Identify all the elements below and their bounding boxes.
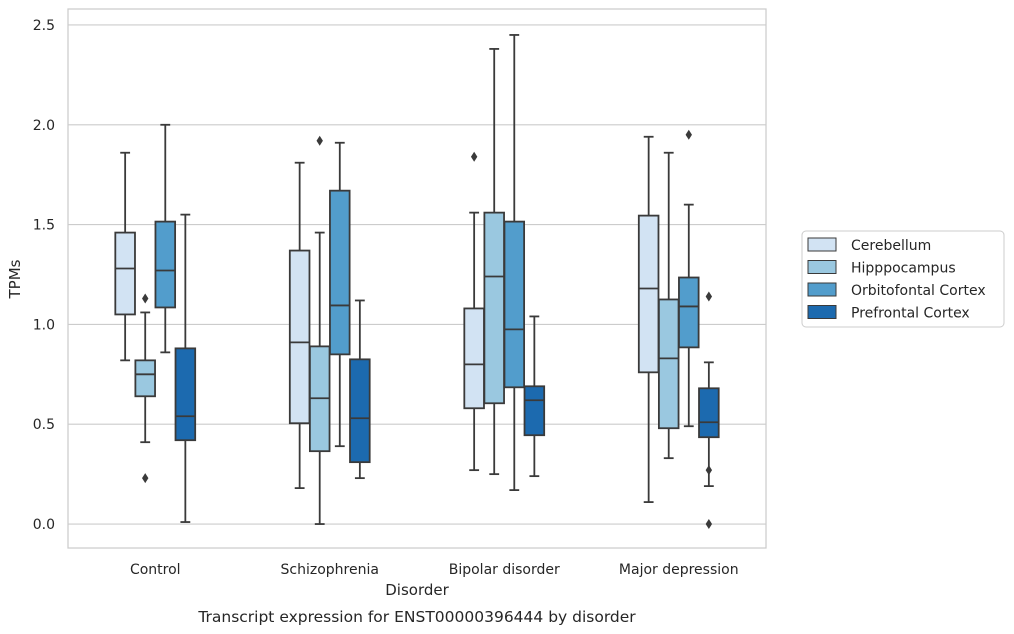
box-prefrontal-cortex (174, 213, 197, 523)
legend-label: Cerebellum (851, 238, 931, 254)
box-orbitofontal-cortex (503, 34, 526, 492)
y-tick-label: 0.5 (33, 417, 55, 433)
outlier-marker (316, 135, 323, 146)
box-orbitofontal-cortex (329, 141, 351, 448)
box-iqr (329, 189, 351, 356)
box-iqr (134, 359, 156, 398)
boxes-layer (114, 34, 720, 530)
box-hipppocampus (308, 135, 331, 525)
x-tick-label: Bipolar disorder (449, 562, 560, 578)
y-tick-label: 1.5 (33, 218, 55, 234)
legend-swatch (807, 305, 837, 319)
outlier-marker (142, 293, 149, 304)
box-hipppocampus (483, 48, 505, 476)
box-hipppocampus (134, 293, 156, 484)
box-iqr (698, 387, 720, 439)
legend-swatch (807, 282, 837, 297)
box-iqr (349, 358, 371, 464)
box-iqr (523, 385, 546, 437)
outlier-marker (705, 519, 713, 530)
y-axis-title: TPMs (6, 259, 24, 299)
y-tick-label: 2.5 (33, 18, 55, 34)
box-orbitofontal-cortex (154, 123, 177, 354)
x-axis-ticks: Control Schizophrenia Bipolar disorder Majo… (130, 562, 739, 578)
legend-frame (801, 230, 1005, 328)
box-prefrontal-cortex (349, 299, 371, 480)
box-hipppocampus (657, 151, 680, 460)
x-tick-label: Control (130, 562, 181, 578)
outlier-marker (705, 465, 713, 476)
box-iqr (503, 220, 526, 389)
legend-swatch (807, 237, 837, 252)
legend-label: Orbitofontal Cortex (851, 283, 986, 299)
x-tick-label: Major depression (619, 562, 739, 578)
x-tick-label: Schizophrenia (281, 562, 379, 578)
box-prefrontal-cortex (523, 315, 546, 478)
box-iqr (678, 276, 700, 349)
y-tick-label: 1.0 (33, 317, 55, 333)
box-orbitofontal-cortex (678, 129, 700, 428)
box-prefrontal-cortex (698, 291, 720, 530)
x-axis-title: Disorder (385, 581, 449, 599)
figure-caption: Transcript expression for ENST0000039644… (197, 608, 636, 626)
box-cerebellum (288, 161, 311, 490)
box-cerebellum (637, 135, 660, 503)
box-iqr (154, 220, 177, 309)
outlier-marker (470, 151, 478, 162)
box-iqr (637, 214, 660, 374)
box-iqr (288, 249, 311, 425)
legend-label: Hipppocampus (851, 261, 956, 277)
y-tick-label: 0.0 (33, 517, 55, 533)
y-tick-label: 2.0 (33, 118, 55, 134)
outlier-marker (685, 129, 692, 140)
legend: Cerebellum Hipppocampus Orbitofontal Corte… (801, 230, 1005, 328)
outlier-marker (705, 291, 713, 302)
outlier-marker (142, 473, 149, 484)
box-iqr (174, 347, 197, 442)
box-iqr (483, 211, 505, 405)
y-axis-ticks: 0.0 0.5 1.0 1.5 2.0 2.5 (33, 18, 55, 533)
legend-label: Prefrontal Cortex (851, 306, 970, 322)
box-cerebellum (114, 151, 136, 362)
box-iqr (657, 298, 680, 430)
box-iqr (463, 307, 485, 410)
box-iqr (114, 231, 136, 316)
legend-swatch (807, 260, 837, 274)
